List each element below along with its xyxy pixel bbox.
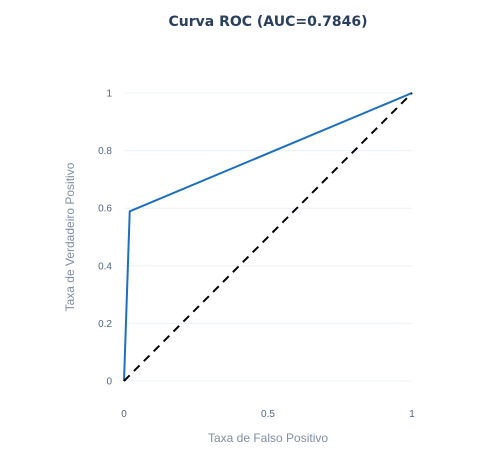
x-tick-label-2: 1 <box>409 409 415 420</box>
x-tick-label-1: 0.5 <box>261 409 275 420</box>
roc-curve-line <box>123 92 413 382</box>
x-axis-ticks: 0 0.5 1 <box>121 409 415 420</box>
x-axis-title: Taxa de Falso Positivo <box>208 431 328 445</box>
chart-title: Curva ROC (AUC=0.7846) <box>168 14 367 30</box>
y-axis-title: Taxa de Verdadeiro Positivo <box>63 162 77 311</box>
baseline-diagonal-line <box>123 92 413 382</box>
y-tick-label-0: 0 <box>106 377 112 388</box>
y-tick-label-3: 0.6 <box>98 204 112 215</box>
grid-lines <box>124 92 412 382</box>
plot-series <box>123 92 413 382</box>
y-tick-label-5: 1 <box>106 89 112 100</box>
y-axis-ticks: 0 0.2 0.4 0.6 0.8 1 <box>98 89 112 388</box>
y-tick-label-4: 0.8 <box>98 146 112 157</box>
y-tick-label-2: 0.4 <box>98 261 112 272</box>
y-tick-label-1: 0.2 <box>98 319 112 330</box>
x-tick-label-0: 0 <box>121 409 127 420</box>
